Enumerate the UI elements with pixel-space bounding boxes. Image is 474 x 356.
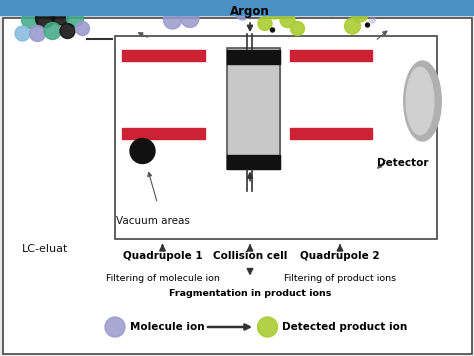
Bar [228, 50, 280, 63]
Bar [228, 48, 280, 168]
Circle shape [323, 0, 342, 16]
Circle shape [338, 0, 357, 16]
Circle shape [271, 28, 274, 32]
Bar [290, 50, 373, 61]
Text: Filtering of product ions: Filtering of product ions [284, 274, 396, 283]
Bar [0, 0, 474, 15]
Text: Fragmentation in product ions: Fragmentation in product ions [169, 289, 331, 298]
Circle shape [72, 0, 88, 6]
Circle shape [257, 317, 277, 337]
Bar [115, 36, 438, 239]
Circle shape [345, 18, 361, 34]
Circle shape [66, 10, 83, 27]
Circle shape [27, 0, 47, 11]
Circle shape [173, 0, 192, 14]
Ellipse shape [404, 61, 441, 141]
Circle shape [164, 11, 182, 29]
Circle shape [44, 22, 61, 40]
Text: Detected product ion: Detected product ion [283, 322, 408, 332]
Circle shape [267, 3, 283, 19]
Bar [228, 155, 280, 168]
Circle shape [105, 317, 125, 337]
Circle shape [236, 7, 249, 20]
Circle shape [291, 21, 304, 36]
Bar [290, 127, 373, 138]
Text: Argon: Argon [230, 5, 270, 19]
Circle shape [274, 0, 291, 4]
Circle shape [51, 7, 69, 25]
Text: Molecule ion: Molecule ion [130, 322, 205, 332]
Ellipse shape [406, 67, 434, 135]
Circle shape [60, 23, 75, 38]
Circle shape [21, 11, 38, 28]
Circle shape [44, 0, 62, 5]
Circle shape [258, 16, 272, 31]
Circle shape [191, 0, 210, 8]
Circle shape [280, 12, 295, 27]
Bar [228, 48, 280, 168]
Text: Filtering of molecule ion: Filtering of molecule ion [106, 274, 219, 283]
Text: Vacuum areas: Vacuum areas [116, 216, 190, 226]
Circle shape [365, 23, 370, 27]
Text: Detector: Detector [377, 158, 428, 168]
Bar [115, 36, 438, 239]
Circle shape [372, 2, 379, 10]
Circle shape [367, 9, 373, 14]
Bar [122, 50, 205, 61]
Circle shape [15, 26, 30, 41]
Circle shape [352, 5, 368, 22]
Circle shape [181, 10, 199, 27]
Text: LC-eluat: LC-eluat [22, 244, 68, 253]
Circle shape [15, 0, 30, 14]
Circle shape [75, 21, 90, 36]
Circle shape [36, 9, 55, 28]
Text: Collision cell: Collision cell [213, 251, 287, 261]
Circle shape [155, 0, 175, 11]
Circle shape [29, 26, 46, 42]
Text: Quadrupole 2: Quadrupole 2 [300, 251, 380, 261]
Circle shape [370, 17, 375, 23]
Bar [122, 127, 205, 138]
Circle shape [250, 0, 264, 10]
Text: Quadrupole 1: Quadrupole 1 [123, 251, 202, 261]
Circle shape [285, 0, 300, 11]
Circle shape [130, 138, 155, 163]
